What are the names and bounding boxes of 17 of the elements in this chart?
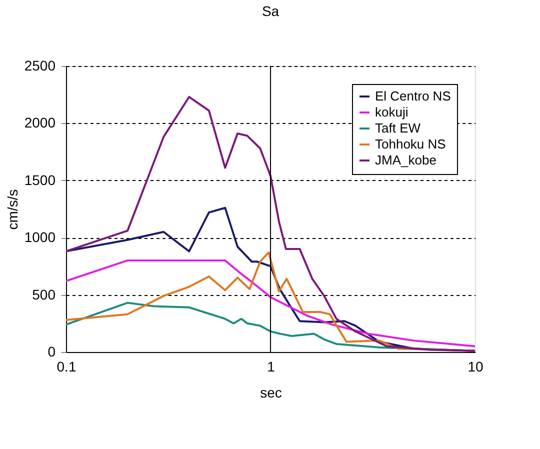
y-tick-label: 1500 bbox=[24, 172, 56, 188]
legend-label: JMA_kobe bbox=[375, 152, 436, 168]
x-tick-label: 0.1 bbox=[56, 358, 76, 374]
legend-label: Taft EW bbox=[375, 120, 422, 136]
y-tick-label: 2500 bbox=[24, 58, 56, 74]
x-axis-title: sec bbox=[260, 384, 282, 400]
chart-title: Sa bbox=[262, 3, 280, 19]
x-tick-label: 10 bbox=[468, 358, 484, 374]
y-tick-label: 0 bbox=[48, 344, 56, 360]
legend-label: El Centro NS bbox=[375, 88, 452, 104]
legend-label: Tohhoku NS bbox=[375, 136, 446, 152]
y-tick-label: 1000 bbox=[24, 229, 56, 246]
y-tick-label: 500 bbox=[32, 286, 56, 302]
y-tick-label: 2000 bbox=[24, 114, 56, 131]
x-tick-label: 1 bbox=[267, 358, 276, 374]
y-axis-title: cm/s/s bbox=[4, 189, 20, 230]
legend-label: kokuji bbox=[375, 104, 408, 120]
